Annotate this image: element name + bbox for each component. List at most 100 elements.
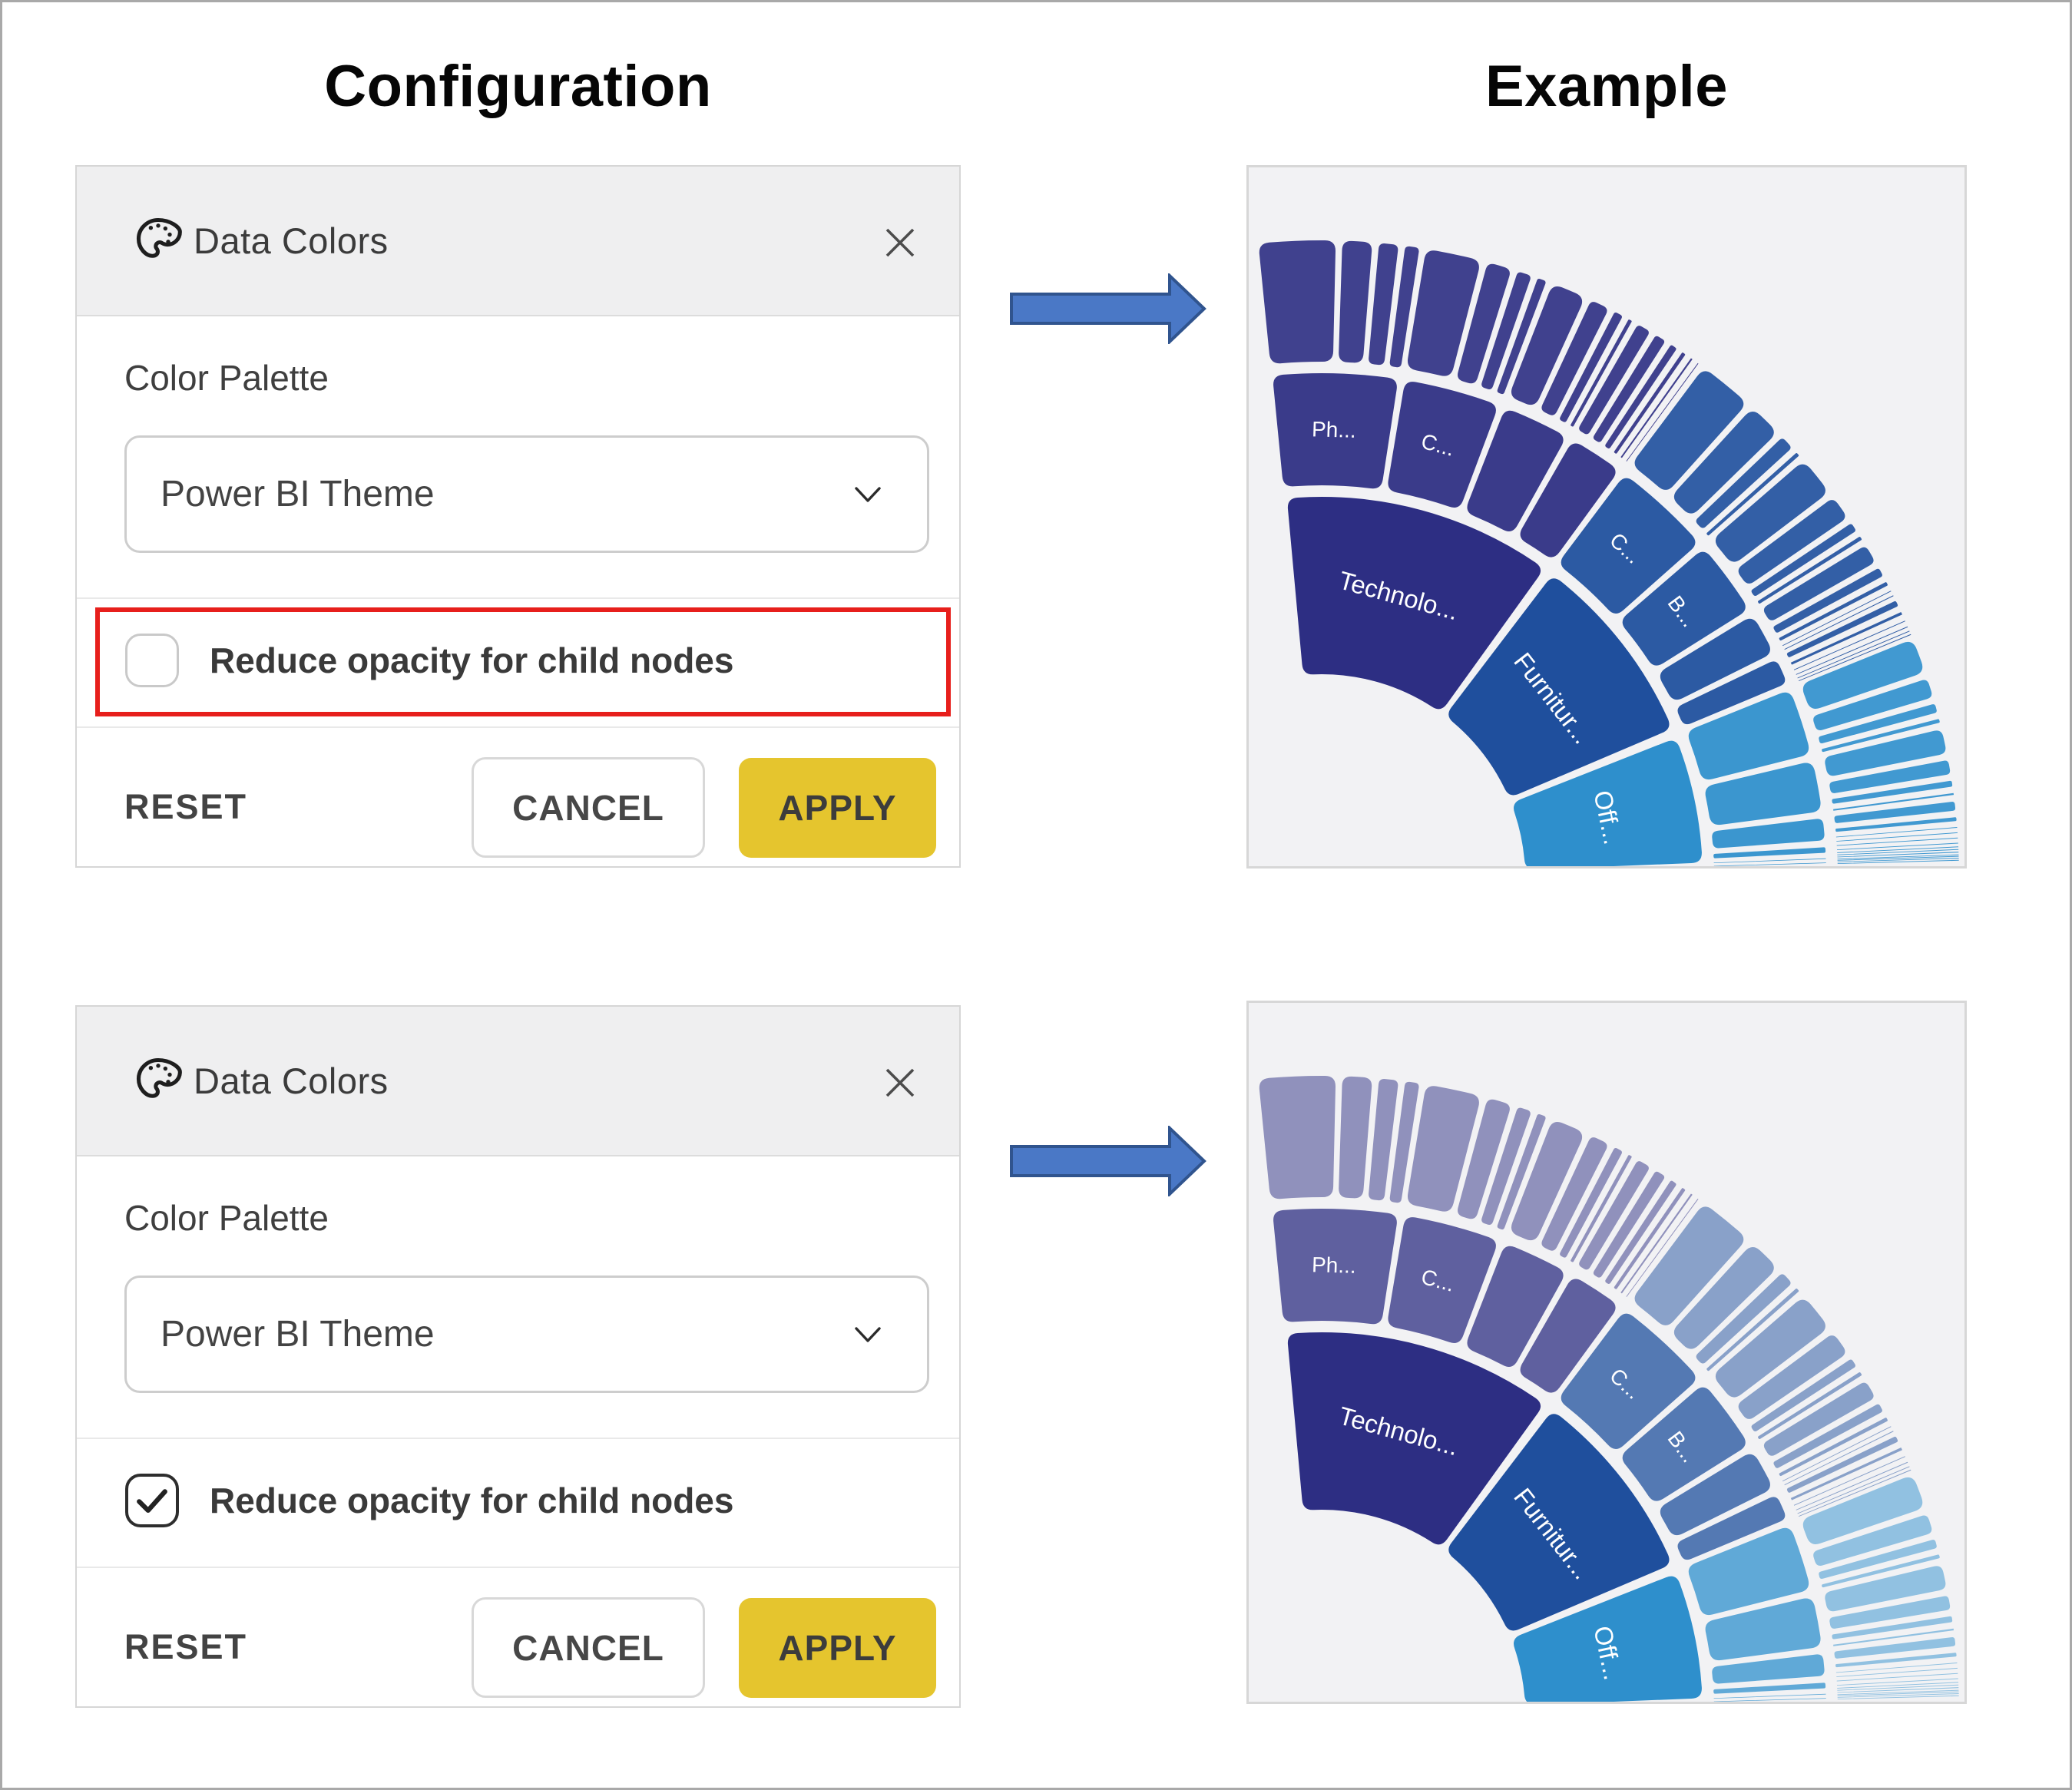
sunburst-segment	[1713, 858, 1826, 863]
sunburst-segment	[1832, 780, 1953, 804]
sunburst-segment	[1836, 1667, 1958, 1677]
sunburst-segment	[1837, 1691, 1959, 1696]
sunburst-segment	[1835, 1653, 1957, 1668]
sunburst-segment	[1773, 1404, 1882, 1468]
reduce-opacity-checkbox[interactable]	[125, 1474, 179, 1527]
reset-button[interactable]: RESET	[124, 787, 248, 826]
sunburst-segment	[1837, 842, 1958, 850]
sunburst-segment	[1837, 1678, 1958, 1686]
sunburst-segment	[1605, 345, 1676, 449]
sunburst-segment	[1705, 763, 1821, 826]
configuration-heading: Configuration	[324, 54, 712, 119]
sunburst-segment	[1796, 626, 1908, 675]
example-chart-panel: Ph... C... Technolo... C... B... Furnitur... O…	[1246, 1001, 1967, 1704]
sunburst-segment	[1796, 1461, 1908, 1510]
color-palette-select[interactable]: Power BI Theme	[124, 435, 929, 553]
check-icon	[137, 1489, 167, 1514]
sunburst-segment	[1448, 578, 1670, 796]
sunburst-label: Ph...	[1312, 417, 1356, 442]
sunburst-segment	[1541, 1137, 1607, 1251]
chevron-down-icon	[855, 487, 881, 502]
close-icon[interactable]	[881, 223, 919, 262]
sunburst-segment	[1757, 1371, 1862, 1440]
sunburst-segment	[1837, 859, 1959, 864]
cancel-button[interactable]: CANCEL	[472, 757, 705, 858]
sunburst-segment	[1793, 1456, 1905, 1506]
sunburst-segment	[1579, 1161, 1649, 1270]
divider	[77, 1438, 959, 1439]
sunburst-segment	[1388, 382, 1496, 508]
sunburst-segment	[1835, 827, 1958, 838]
apply-button[interactable]: APPLY	[739, 758, 936, 858]
sunburst-segment	[1287, 497, 1541, 710]
sunburst-segment	[1273, 1208, 1397, 1325]
sunburst-segment	[1673, 411, 1774, 514]
sunburst-segment	[1497, 1114, 1546, 1230]
color-palette-select[interactable]: Power BI Theme	[124, 1275, 929, 1393]
sunburst-segment	[1287, 1332, 1541, 1545]
sunburst-segment	[1614, 1188, 1686, 1289]
sunburst-segment	[1605, 1180, 1676, 1285]
sunburst-segment	[1561, 478, 1696, 614]
dialog-header: Data Colors	[77, 167, 959, 316]
checkbox-highlight-outline	[95, 607, 951, 716]
sunburst-segment	[1837, 852, 1959, 858]
sunburst-segment	[1622, 1387, 1746, 1501]
sunburst-segment	[1819, 1540, 1937, 1580]
sunburst-segment	[1751, 1359, 1855, 1431]
sunburst-chart: Ph... C...Technolo...C...B...Furnitur...O…	[1259, 240, 1959, 866]
color-palette-value: Power BI Theme	[161, 1314, 435, 1355]
sunburst-segment	[1467, 1246, 1564, 1367]
sunburst-segment	[1677, 1497, 1786, 1560]
cancel-button[interactable]: CANCEL	[472, 1597, 705, 1698]
sunburst-segment	[1571, 1155, 1632, 1262]
sunburst-segment	[1520, 1279, 1616, 1393]
sunburst-segment	[1825, 1566, 1946, 1612]
sunburst-segment	[1388, 1217, 1496, 1344]
dialog-header: Data Colors	[77, 1007, 959, 1156]
sunburst-segment	[1836, 832, 1958, 842]
sunburst-segment	[1799, 634, 1911, 681]
palette-icon	[136, 217, 182, 258]
sunburst-segment	[1622, 551, 1746, 666]
sunburst-segment	[1673, 1246, 1774, 1349]
sunburst-segment	[1802, 1477, 1923, 1544]
data-colors-dialog: Data Colors Color Palette Power BI Theme…	[75, 165, 961, 868]
arrow-right-icon	[1010, 1126, 1206, 1196]
apply-button[interactable]: APPLY	[739, 1598, 936, 1698]
sunburst-segment	[1779, 582, 1888, 641]
sunburst-segment	[1626, 362, 1699, 462]
arrow-right-icon	[1010, 273, 1206, 344]
close-icon[interactable]	[881, 1064, 919, 1102]
sunburst-segment	[1836, 837, 1958, 846]
sunburst-segment	[1688, 692, 1809, 780]
sunburst-segment	[1712, 1654, 1825, 1684]
sunburst-segment	[1713, 1698, 1826, 1702]
sunburst-segment	[1822, 1554, 1940, 1588]
sunburst-segment	[1514, 1576, 1702, 1702]
sunburst-segment	[1837, 1695, 1959, 1699]
dialog-title: Data Colors	[194, 1060, 389, 1101]
sunburst-segment	[1779, 1418, 1888, 1477]
sunburst-segment	[1407, 250, 1479, 376]
sunburst-segment	[1713, 847, 1826, 859]
sunburst-segment	[1836, 1673, 1958, 1682]
sunburst-segment	[1738, 500, 1845, 584]
sunburst-segment	[1751, 524, 1855, 596]
data-colors-dialog: Data Colors Color Palette Power BI Theme…	[75, 1005, 961, 1708]
sunburst-segment	[1634, 1206, 1744, 1325]
sunburst-segment	[1738, 1335, 1845, 1419]
sunburst-segment	[1790, 612, 1902, 665]
reset-button[interactable]: RESET	[124, 1627, 248, 1666]
sunburst-segment	[1407, 1086, 1479, 1212]
sunburst-segment	[1389, 246, 1419, 368]
sunburst-segment	[1773, 568, 1882, 633]
sunburst-segment	[1660, 1454, 1770, 1536]
sunburst-segment	[1705, 1598, 1821, 1661]
sunburst-segment	[1273, 372, 1397, 489]
reduce-opacity-checkbox[interactable]	[125, 634, 179, 687]
sunburst-segment	[1660, 618, 1770, 700]
sunburst-segment	[1715, 1299, 1825, 1398]
sunburst-segment	[1799, 1469, 1911, 1517]
